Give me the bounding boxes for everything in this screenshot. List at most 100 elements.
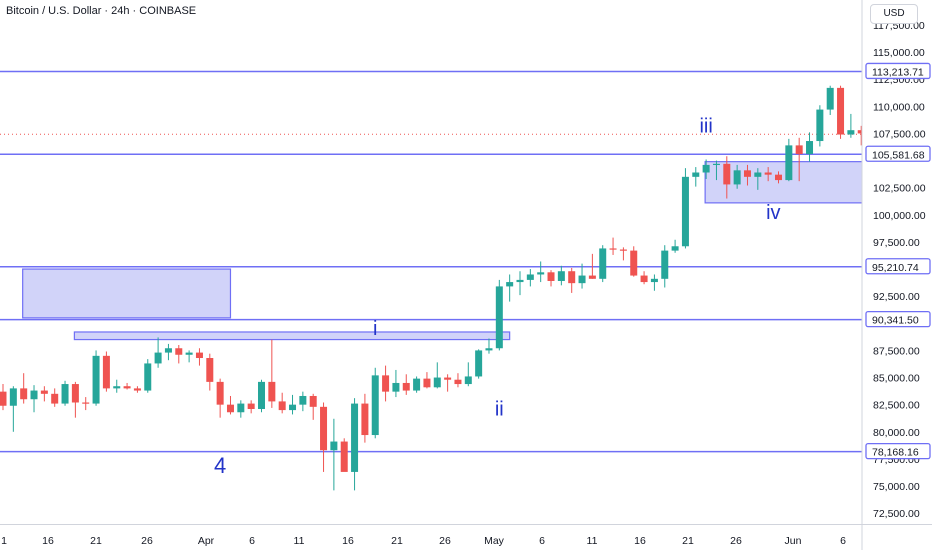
candle-body: [640, 275, 648, 283]
candle-body: [692, 172, 700, 177]
candle-body: [733, 170, 741, 185]
time-tick-label: Apr: [198, 535, 215, 547]
time-tick-label: 16: [634, 535, 646, 547]
level-price-label: 90,341.50: [872, 315, 919, 327]
level-price-tag: [865, 310, 931, 328]
price-tick-label: 107,500.00: [873, 128, 926, 140]
time-tick-label: 21: [90, 535, 102, 547]
candle-body: [775, 174, 782, 181]
candle-body: [216, 381, 224, 405]
level-price-label: 78,168.16: [872, 447, 919, 459]
time-tick-label: 6: [840, 535, 846, 547]
candle-body: [0, 391, 7, 406]
wave-label: ii: [495, 399, 504, 421]
candle-body: [9, 388, 17, 406]
candle-body: [526, 274, 534, 280]
time-tick-label: Jun: [785, 535, 802, 547]
time-tick-label: 1: [1, 535, 7, 547]
range-box-1: [22, 268, 232, 319]
candle-body: [320, 406, 328, 451]
candle-body: [154, 352, 162, 364]
price-tick-label: 80,000.00: [873, 427, 920, 439]
candle-body: [454, 379, 462, 385]
level-price-tag: [865, 145, 931, 162]
level-price-tag: [865, 62, 931, 80]
candle-body: [330, 441, 338, 451]
candle-body: [681, 176, 689, 247]
price-tick-label: 92,500.00: [873, 291, 920, 303]
candle-body: [226, 404, 234, 413]
candle-body: [133, 388, 141, 391]
candle-body: [433, 377, 441, 388]
candle-body: [578, 275, 586, 284]
candle-body: [20, 388, 28, 400]
candle-body: [268, 381, 276, 402]
candle-body: [423, 378, 431, 388]
candle-body: [661, 250, 669, 279]
candle-body: [630, 250, 638, 276]
wave-label: 4: [214, 453, 226, 478]
time-tick-label: 6: [249, 535, 255, 547]
candle-body: [754, 172, 762, 177]
candle-body: [619, 249, 627, 251]
price-tick-label: 82,500.00: [873, 400, 920, 412]
candle-body: [206, 358, 214, 382]
candle-body: [702, 164, 710, 173]
candle-body: [568, 271, 576, 284]
plot-area: [0, 0, 862, 524]
price-tick-label: 102,500.00: [873, 183, 926, 195]
level-price-tag: [865, 443, 931, 460]
candle-body: [351, 403, 359, 472]
candle-body: [278, 401, 286, 411]
time-tick-label: 16: [42, 535, 54, 547]
candle-body: [785, 145, 793, 181]
candle-body: [506, 282, 514, 287]
candle-body: [340, 441, 348, 472]
candle-body: [723, 163, 731, 185]
time-tick-label: 26: [439, 535, 451, 547]
level-price-label: 113,213.71: [872, 66, 924, 78]
candle-body: [237, 403, 245, 413]
candle-body: [144, 363, 152, 391]
candle-body: [795, 145, 803, 155]
candle-body: [40, 390, 48, 394]
currency-button[interactable]: USD: [870, 4, 918, 24]
candle-body: [164, 348, 172, 353]
price-tick-label: 115,000.00: [873, 47, 925, 59]
candle-body: [671, 246, 679, 251]
candle-body: [557, 271, 565, 281]
candle-body: [464, 376, 472, 385]
candle-body: [289, 404, 297, 411]
candle-body: [485, 348, 493, 351]
candle-body: [299, 395, 307, 405]
price-tick-label: 97,500.00: [873, 237, 920, 249]
candle-body: [382, 375, 390, 392]
price-tick-label: 72,500.00: [873, 508, 920, 520]
candle-body: [588, 275, 596, 279]
wave-label: i: [373, 318, 377, 340]
level-price-label: 95,210.74: [872, 262, 919, 274]
wave-label: iv: [766, 202, 780, 224]
time-tick-label: 26: [141, 535, 153, 547]
range-box-2: [73, 331, 511, 341]
candle-body: [82, 402, 90, 404]
candle-body: [258, 381, 265, 410]
candle-body: [837, 87, 845, 135]
candle-body: [309, 395, 317, 407]
level-price-tag: [865, 258, 931, 275]
candle-body: [195, 352, 203, 359]
candle-body: [547, 272, 555, 281]
candle-body: [247, 403, 255, 410]
price-tick-label: 110,000.00: [873, 101, 925, 113]
time-tick-label: 11: [587, 535, 598, 547]
candle-body: [175, 348, 183, 355]
candle-body: [51, 393, 59, 404]
time-tick-label: 6: [539, 535, 545, 547]
candle-body: [92, 355, 100, 404]
price-tick-label: 100,000.00: [873, 210, 926, 222]
symbol-title[interactable]: Bitcoin / U.S. Dollar · 24h · COINBASE: [6, 5, 197, 17]
wave-label: iii: [699, 115, 712, 137]
candle-body: [402, 382, 410, 391]
